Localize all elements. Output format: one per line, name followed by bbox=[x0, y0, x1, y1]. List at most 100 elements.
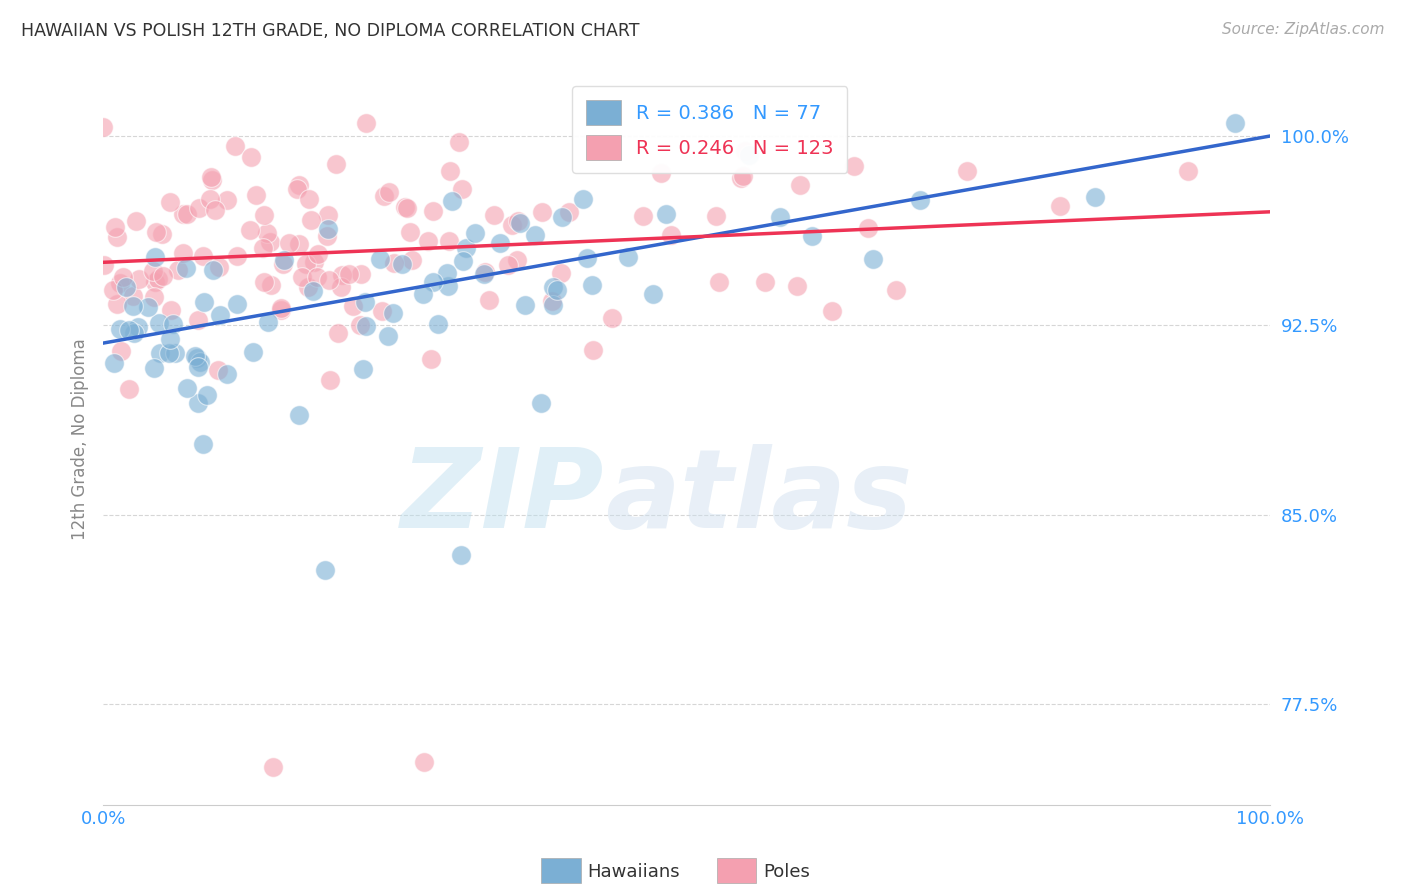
Point bbox=[541, 294, 564, 309]
Point bbox=[769, 210, 792, 224]
Point bbox=[287, 178, 309, 192]
Point bbox=[224, 138, 246, 153]
Point bbox=[325, 157, 347, 171]
Point bbox=[318, 273, 340, 287]
Point bbox=[370, 252, 392, 267]
Point bbox=[506, 252, 529, 267]
Point bbox=[329, 280, 352, 294]
Point bbox=[253, 208, 276, 222]
Point bbox=[270, 301, 292, 315]
Point bbox=[377, 329, 399, 343]
Point bbox=[738, 147, 761, 161]
Point bbox=[226, 249, 249, 263]
Text: HAWAIIAN VS POLISH 12TH GRADE, NO DIPLOMA CORRELATION CHART: HAWAIIAN VS POLISH 12TH GRADE, NO DIPLOM… bbox=[21, 22, 640, 40]
Point bbox=[176, 207, 198, 221]
Point bbox=[391, 257, 413, 271]
Point bbox=[193, 436, 215, 450]
Point bbox=[165, 346, 187, 360]
Point bbox=[125, 214, 148, 228]
Point bbox=[176, 260, 198, 275]
Point bbox=[103, 356, 125, 370]
Point bbox=[315, 229, 337, 244]
Point bbox=[288, 237, 311, 252]
Point bbox=[201, 263, 224, 277]
Point bbox=[571, 192, 593, 206]
Point bbox=[186, 351, 208, 365]
Point bbox=[464, 226, 486, 240]
Point bbox=[558, 205, 581, 219]
Point bbox=[450, 548, 472, 562]
Point bbox=[550, 266, 572, 280]
Point bbox=[318, 372, 340, 386]
Point bbox=[253, 275, 276, 289]
Point bbox=[288, 408, 311, 422]
Point bbox=[1049, 199, 1071, 213]
Point bbox=[643, 287, 665, 301]
Point bbox=[582, 343, 605, 357]
Text: atlas: atlas bbox=[605, 444, 912, 551]
Point bbox=[245, 188, 267, 202]
Point bbox=[412, 286, 434, 301]
Point bbox=[754, 275, 776, 289]
Point bbox=[707, 275, 730, 289]
Point bbox=[451, 253, 474, 268]
Point bbox=[150, 227, 173, 241]
Point bbox=[381, 306, 404, 320]
Point bbox=[101, 283, 124, 297]
Point bbox=[242, 345, 264, 359]
Point bbox=[143, 360, 166, 375]
Point bbox=[299, 213, 322, 227]
Point bbox=[820, 303, 842, 318]
Point bbox=[451, 182, 474, 196]
Point bbox=[193, 294, 215, 309]
Point bbox=[437, 234, 460, 248]
Point bbox=[413, 755, 436, 769]
Point bbox=[108, 276, 131, 290]
Point bbox=[143, 250, 166, 264]
Point bbox=[631, 209, 654, 223]
Point bbox=[122, 288, 145, 302]
Point bbox=[371, 303, 394, 318]
Point bbox=[188, 355, 211, 369]
Point bbox=[110, 343, 132, 358]
Point bbox=[789, 178, 811, 192]
Point bbox=[730, 171, 752, 186]
Point bbox=[551, 211, 574, 225]
Point bbox=[508, 214, 530, 228]
Point bbox=[187, 360, 209, 375]
Point bbox=[543, 298, 565, 312]
Point bbox=[142, 264, 165, 278]
Point bbox=[307, 270, 329, 285]
Point bbox=[543, 280, 565, 294]
Point bbox=[91, 120, 114, 135]
Point bbox=[419, 351, 441, 366]
Point bbox=[262, 760, 284, 774]
Point bbox=[217, 193, 239, 207]
Point bbox=[118, 323, 141, 337]
Point bbox=[581, 277, 603, 292]
Point bbox=[127, 319, 149, 334]
Point bbox=[159, 194, 181, 209]
Legend: R = 0.386   N = 77, R = 0.246   N = 123: R = 0.386 N = 77, R = 0.246 N = 123 bbox=[572, 87, 848, 173]
Point bbox=[399, 225, 422, 239]
Point bbox=[706, 209, 728, 223]
Point bbox=[418, 234, 440, 248]
Point bbox=[118, 383, 141, 397]
Point bbox=[187, 313, 209, 327]
Point bbox=[600, 310, 623, 325]
Point bbox=[342, 299, 364, 313]
Point bbox=[575, 251, 598, 265]
Point bbox=[148, 316, 170, 330]
Point bbox=[273, 253, 295, 268]
Text: Source: ZipAtlas.com: Source: ZipAtlas.com bbox=[1222, 22, 1385, 37]
Point bbox=[115, 279, 138, 293]
Point bbox=[172, 246, 194, 260]
Point bbox=[422, 204, 444, 219]
Point bbox=[447, 136, 470, 150]
Point bbox=[401, 252, 423, 267]
Point bbox=[356, 318, 378, 333]
Point bbox=[207, 363, 229, 377]
Point bbox=[143, 276, 166, 290]
Point bbox=[316, 208, 339, 222]
Point bbox=[142, 290, 165, 304]
